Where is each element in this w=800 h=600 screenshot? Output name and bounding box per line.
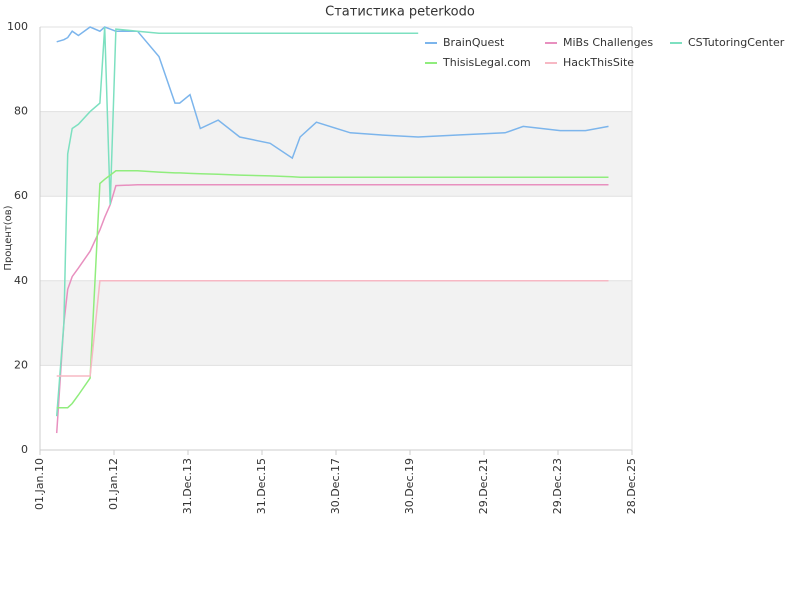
- series-line: [56, 170, 609, 409]
- y-tick-label: 0: [21, 443, 28, 456]
- x-tick-label: 01.Jan.12: [107, 458, 120, 510]
- series-line: [56, 26, 609, 160]
- y-tick-label: 40: [14, 274, 28, 287]
- y-axis-label: Процент(ов): [3, 205, 14, 270]
- x-tick-label: 01.Jan.10: [33, 458, 46, 510]
- x-tick-label: 29.Dec.23: [551, 458, 564, 514]
- legend-label: CSTutoringCenter: [688, 36, 785, 49]
- series-line: [56, 280, 609, 377]
- y-tick-label: 60: [14, 189, 28, 202]
- x-tick-label: 28.Dec.25: [625, 458, 638, 514]
- x-tick-label: 30.Dec.17: [329, 458, 342, 514]
- y-tick-label: 20: [14, 358, 28, 371]
- plot-band: [40, 111, 632, 197]
- plot-band: [40, 280, 632, 366]
- chart-title: Статистика peterkodo: [325, 5, 475, 20]
- series-line: [55, 26, 419, 417]
- x-tick-label: 31.Dec.15: [255, 458, 268, 514]
- legend-label: HackThisSite: [563, 56, 634, 69]
- legend-label: MiBs Challenges: [563, 36, 653, 49]
- x-tick-label: 30.Dec.19: [403, 458, 416, 514]
- x-tick-label: 31.Dec.13: [181, 458, 194, 514]
- legend-label: BrainQuest: [443, 36, 505, 49]
- legend-label: ThisisLegal.com: [442, 56, 531, 69]
- y-tick-label: 80: [14, 105, 28, 118]
- x-tick-label: 29.Dec.21: [477, 458, 490, 514]
- y-tick-label: 100: [7, 20, 28, 33]
- series-line: [55, 184, 609, 434]
